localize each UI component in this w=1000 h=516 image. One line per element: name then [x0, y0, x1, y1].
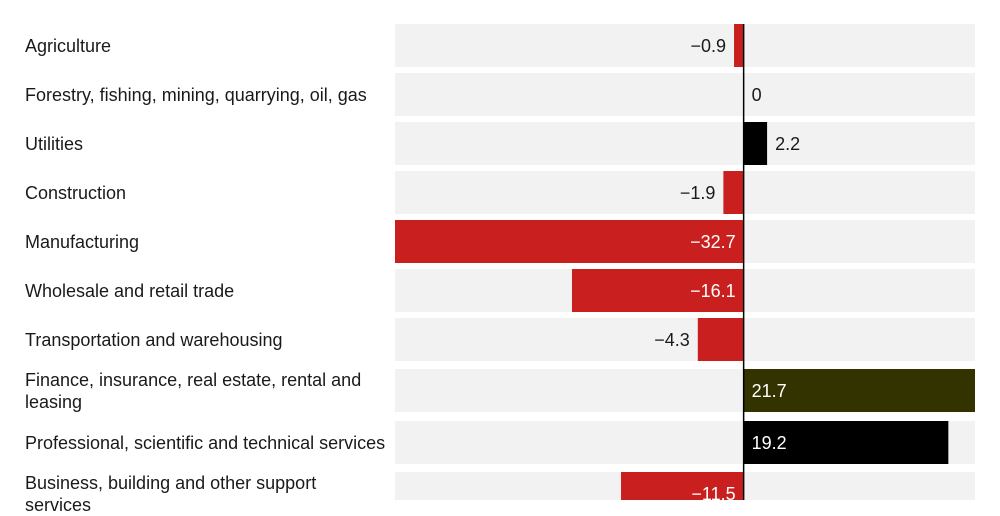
- category-label: Utilities: [25, 133, 84, 154]
- category-label: Professional, scientific and technical s…: [25, 432, 386, 453]
- value-label: −11.5: [691, 483, 736, 504]
- bar-chart: Agriculture −0.9 Forestry, fishing, mining…: [25, 24, 975, 515]
- value-label: −0.9: [690, 35, 727, 56]
- category-label: Construction: [25, 182, 127, 203]
- value-label: −1.9: [679, 182, 716, 203]
- bar: [743, 369, 975, 412]
- bar: [395, 220, 744, 263]
- value-label: 2.2: [775, 133, 801, 154]
- row-background: [395, 171, 975, 214]
- value-label: −4.3: [654, 329, 690, 350]
- row-background: [395, 73, 975, 116]
- bar: [697, 318, 744, 361]
- value-label: −16.1: [690, 280, 736, 301]
- category-label: Manufacturing: [25, 231, 140, 252]
- bar: [743, 421, 949, 464]
- value-label: 0: [751, 84, 762, 105]
- value-label: 21.7: [751, 380, 787, 401]
- row-background: [395, 122, 975, 165]
- category-label: Wholesale and retail trade: [25, 280, 235, 301]
- category-label: Transportation and warehousing: [25, 329, 283, 350]
- row-background: [395, 24, 975, 67]
- bar: [734, 24, 744, 67]
- category-label: Business, building and other support ser…: [25, 472, 317, 515]
- category-label: Forestry, fishing, mining, quarrying, oi…: [25, 84, 367, 105]
- row-background: [395, 318, 975, 361]
- category-label: Agriculture: [25, 35, 112, 56]
- bar: [571, 269, 744, 312]
- category-label: Finance, insurance, real estate, rental …: [25, 369, 362, 412]
- bar: [723, 171, 744, 214]
- chart-svg: [395, 24, 975, 515]
- value-label: −32.7: [690, 231, 736, 252]
- value-label: 19.2: [751, 432, 787, 453]
- bar: [743, 122, 768, 165]
